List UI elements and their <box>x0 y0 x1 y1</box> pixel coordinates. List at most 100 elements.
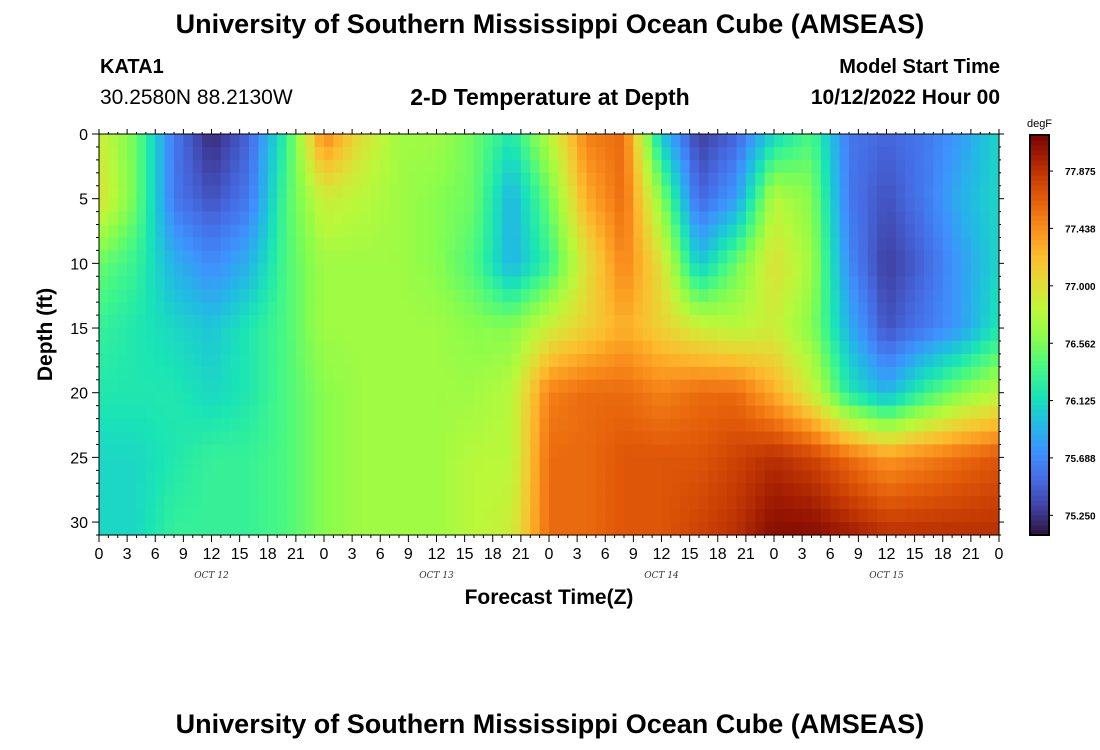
heatmap-cell <box>333 405 344 420</box>
heatmap-cell <box>127 146 138 161</box>
heatmap-cell <box>736 392 747 407</box>
heatmap-cell <box>483 509 494 523</box>
heatmap-cell <box>99 224 109 239</box>
heatmap-cell <box>652 444 663 458</box>
heatmap-cell <box>980 366 991 381</box>
heatmap-cell <box>567 405 578 420</box>
heatmap-cell <box>333 146 344 161</box>
heatmap-cell <box>474 328 484 342</box>
heatmap-cell <box>436 379 447 394</box>
heatmap-cell <box>642 340 653 355</box>
heatmap-cell <box>108 146 119 161</box>
heatmap-cell <box>530 353 541 368</box>
heatmap-cell <box>905 224 916 239</box>
heatmap-cell <box>361 379 372 394</box>
heatmap-cell <box>764 340 775 355</box>
colorbar-segment <box>1030 460 1049 466</box>
heatmap-cell <box>614 198 625 213</box>
heatmap-cell <box>783 483 794 497</box>
heatmap-cell <box>342 522 353 536</box>
heatmap-cell <box>202 289 213 303</box>
heatmap-cell <box>389 392 400 407</box>
heatmap-cell <box>699 289 709 303</box>
heatmap-cell <box>314 392 325 407</box>
heatmap-cell <box>792 146 803 161</box>
x-tick-label: 0 <box>320 546 329 563</box>
heatmap-cell <box>699 444 709 458</box>
x-tick-label: 3 <box>573 546 582 563</box>
heatmap-cell <box>952 146 963 161</box>
heatmap-cell <box>642 198 653 213</box>
heatmap-cell <box>961 198 972 213</box>
heatmap-cell <box>924 250 934 264</box>
colorbar-tick-label: 76.562 <box>1065 339 1096 350</box>
heatmap-cell <box>427 405 438 420</box>
heatmap-cell <box>877 340 888 355</box>
heatmap-cell <box>549 431 559 446</box>
heatmap-cell <box>914 379 925 394</box>
day-label: OCT 13 <box>419 571 454 581</box>
heatmap-cell <box>530 509 541 523</box>
heatmap-cell <box>258 159 269 174</box>
heatmap-cell <box>708 172 719 187</box>
heatmap-cell <box>202 379 213 394</box>
heatmap-cell <box>239 353 250 368</box>
heatmap-cell <box>530 263 541 277</box>
heatmap-cell <box>211 379 222 394</box>
colorbar-segment <box>1030 355 1049 361</box>
heatmap-cell <box>689 392 700 407</box>
x-tick-label: 9 <box>629 546 638 563</box>
heatmap-cell <box>989 198 1000 213</box>
heatmap-cell <box>961 496 972 510</box>
heatmap-cell <box>127 353 138 368</box>
heatmap-cell <box>267 379 278 394</box>
heatmap-cell <box>905 366 916 381</box>
heatmap-cell <box>699 457 709 471</box>
heatmap-cell <box>492 250 503 264</box>
heatmap-cell <box>342 159 353 174</box>
heatmap-cell <box>970 172 981 187</box>
heatmap-cell <box>783 457 794 471</box>
heatmap-cell <box>905 522 916 536</box>
heatmap-cell <box>867 483 878 497</box>
heatmap-cell <box>145 146 156 161</box>
heatmap-cell <box>305 328 316 342</box>
heatmap-cell <box>577 263 588 277</box>
heatmap-cell <box>895 276 906 290</box>
heatmap-cell <box>267 211 278 226</box>
heatmap-cell <box>699 353 709 368</box>
heatmap-cell <box>445 353 456 368</box>
heatmap-cell <box>267 444 278 458</box>
heatmap-cell <box>202 522 213 536</box>
heatmap-cell <box>352 250 363 264</box>
heatmap-cell <box>849 328 859 342</box>
heatmap-cell <box>530 444 541 458</box>
heatmap-cell <box>436 263 447 277</box>
heatmap-cell <box>661 353 672 368</box>
heatmap-cell <box>352 302 363 316</box>
heatmap-cell <box>127 496 138 510</box>
heatmap-cell <box>577 509 588 523</box>
day-label: OCT 15 <box>869 571 904 581</box>
heatmap-cell <box>792 237 803 252</box>
heatmap-cell <box>745 172 756 187</box>
heatmap-cell <box>727 457 738 471</box>
heatmap-cell <box>361 444 372 458</box>
heatmap-cell <box>380 418 391 433</box>
heatmap-cell <box>117 263 128 277</box>
heatmap-cell <box>745 146 756 161</box>
heatmap-cell <box>127 263 138 277</box>
heatmap-cell <box>586 198 597 213</box>
heatmap-cell <box>577 315 588 329</box>
heatmap-cell <box>652 379 663 394</box>
heatmap-cell <box>586 522 597 536</box>
heatmap-cell <box>127 392 138 407</box>
heatmap-cell <box>380 470 391 484</box>
heatmap-cell <box>577 302 588 316</box>
heatmap-cell <box>942 289 953 303</box>
heatmap-cell <box>399 134 409 148</box>
heatmap-cell <box>539 483 550 497</box>
day-label: OCT 14 <box>644 571 679 581</box>
heatmap-cell <box>633 366 644 381</box>
heatmap-cell <box>895 172 906 187</box>
